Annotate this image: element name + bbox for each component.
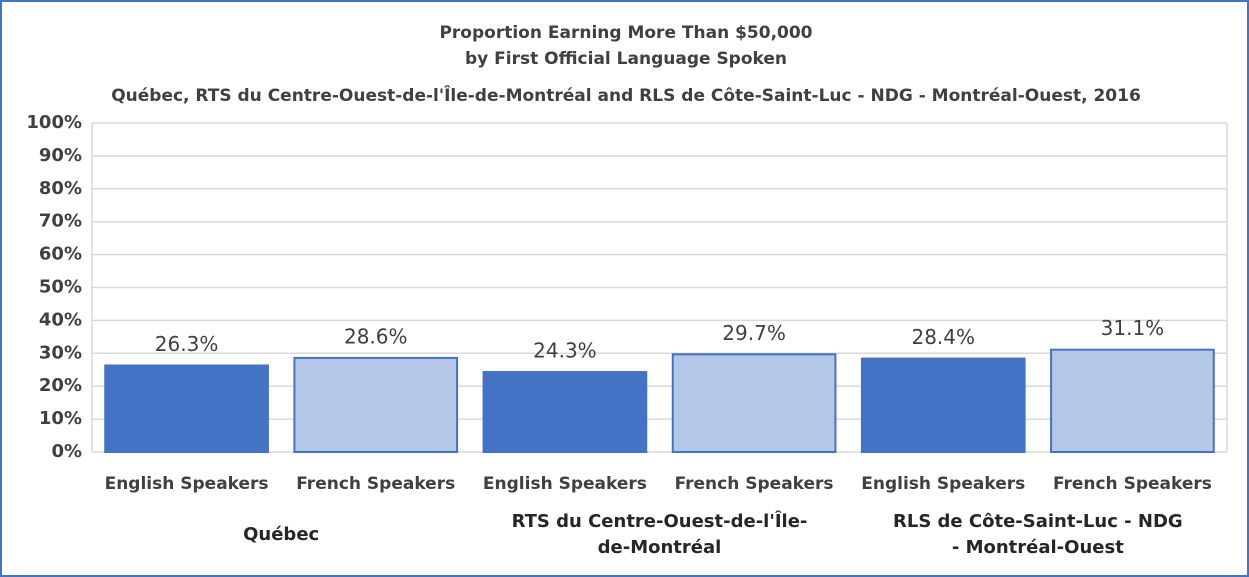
chart-title: Proportion Earning More Than $50,000	[439, 23, 812, 43]
group-label: Québec	[243, 524, 320, 545]
value-label: 29.7%	[722, 321, 786, 345]
y-tick-label: 10%	[39, 408, 82, 429]
y-tick-label: 60%	[39, 244, 82, 265]
bar	[671, 353, 837, 453]
value-label: 24.3%	[533, 339, 597, 363]
y-tick-label: 30%	[39, 342, 82, 363]
bar	[104, 364, 269, 453]
y-tick-label: 70%	[39, 211, 82, 232]
y-tick-label: 90%	[39, 145, 82, 166]
x-tick-label: French Speakers	[675, 474, 834, 494]
value-label: 28.6%	[344, 324, 408, 348]
y-tick-label: 50%	[39, 277, 82, 298]
value-label: 31.1%	[1101, 316, 1165, 340]
y-tick-label: 80%	[39, 178, 82, 199]
y-tick-label: 100%	[26, 112, 82, 133]
bar	[482, 371, 648, 454]
y-tick-label: 0%	[51, 441, 82, 462]
value-label: 28.4%	[911, 325, 975, 349]
y-tick-label: 40%	[39, 309, 82, 330]
group-label: RLS de Côte-Saint-Luc - NDG - Montréal-O…	[892, 511, 1183, 558]
bar	[293, 356, 459, 454]
x-tick-label: English Speakers	[483, 474, 647, 494]
x-tick-label: English Speakers	[105, 474, 269, 494]
group-label: RTS du Centre-Ouest-de-l'Île-de-Montréal	[511, 511, 808, 558]
x-tick-label: French Speakers	[1053, 474, 1212, 494]
x-tick-label: English Speakers	[861, 474, 1025, 494]
x-tick-label: French Speakers	[296, 474, 455, 494]
bar	[1050, 348, 1215, 453]
bar	[860, 357, 1026, 453]
chart-subtitle: Québec, RTS du Centre-Ouest-de-l'Île-de-…	[111, 84, 1141, 106]
value-label: 26.3%	[155, 332, 219, 356]
chart-subtitle: by First Official Language Spoken	[465, 49, 787, 69]
y-tick-label: 20%	[39, 375, 82, 396]
